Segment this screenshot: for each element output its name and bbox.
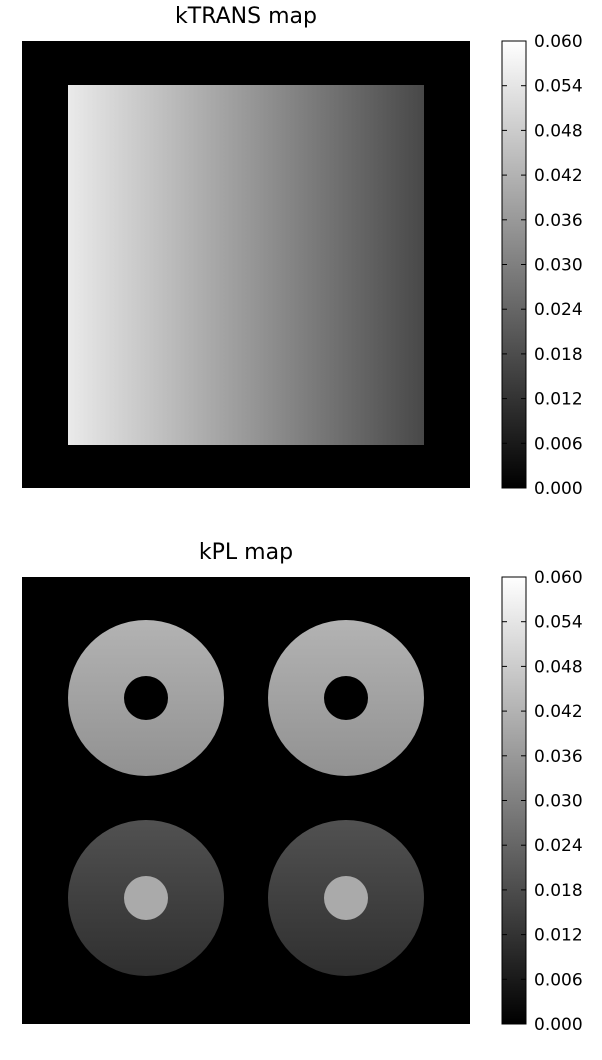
- ktrans-chart: 0.000 0.006 0.012 0.018 0.024 0.030 0.036 0.042…: [22, 32, 583, 499]
- ktrans-title: kTRANS map: [175, 4, 317, 29]
- colorbar-tick-label: 0.006: [534, 970, 583, 990]
- kpl-panel: kPL map 0.000 0.006 0.012 0.018 0.024 0.030 0.…: [0, 536, 602, 1060]
- colorbar-tick-label: 0.036: [534, 747, 583, 767]
- colorbar-tick-label: 0.000: [534, 479, 583, 499]
- colorbar-tick-label: 0.030: [534, 792, 583, 812]
- kpl-chart: 0.000 0.006 0.012 0.018 0.024 0.030 0.036 0.042…: [22, 568, 583, 1035]
- ring-core-top-right: [324, 676, 368, 720]
- colorbar-tick-label: 0.036: [534, 211, 583, 231]
- colorbar-tick-label: 0.018: [534, 345, 583, 365]
- colorbar-tick-label: 0.048: [534, 657, 583, 677]
- ring-core-bottom-right: [324, 876, 368, 920]
- colorbar-tick-label: 0.012: [534, 390, 583, 410]
- image-background: [22, 577, 470, 1024]
- colorbar-tick-label: 0.042: [534, 702, 583, 722]
- colorbar-tick-label: 0.042: [534, 166, 583, 186]
- ktrans-square: [68, 85, 424, 445]
- colorbar-tick-label: 0.060: [534, 568, 583, 588]
- colorbar-tick-label: 0.030: [534, 256, 583, 276]
- colorbar-tick-label: 0.018: [534, 881, 583, 901]
- colorbar-tick-label: 0.048: [534, 121, 583, 141]
- colorbar-tick-label: 0.024: [534, 300, 583, 320]
- ring-core-top-left: [124, 676, 168, 720]
- colorbar-tick-label: 0.012: [534, 926, 583, 946]
- colorbar-tick-label: 0.024: [534, 836, 583, 856]
- colorbar-tick-label: 0.006: [534, 434, 583, 454]
- ring-core-bottom-left: [124, 876, 168, 920]
- colorbar-tick-label: 0.054: [534, 77, 583, 97]
- ktrans-panel: kTRANS map 0.000 0.006 0.012 0.018 0.024 0.03…: [0, 0, 602, 524]
- colorbar-tick-label: 0.054: [534, 613, 583, 633]
- colorbar-tick-label: 0.000: [534, 1015, 583, 1035]
- colorbar-tick-label: 0.060: [534, 32, 583, 52]
- kpl-title: kPL map: [198, 540, 294, 565]
